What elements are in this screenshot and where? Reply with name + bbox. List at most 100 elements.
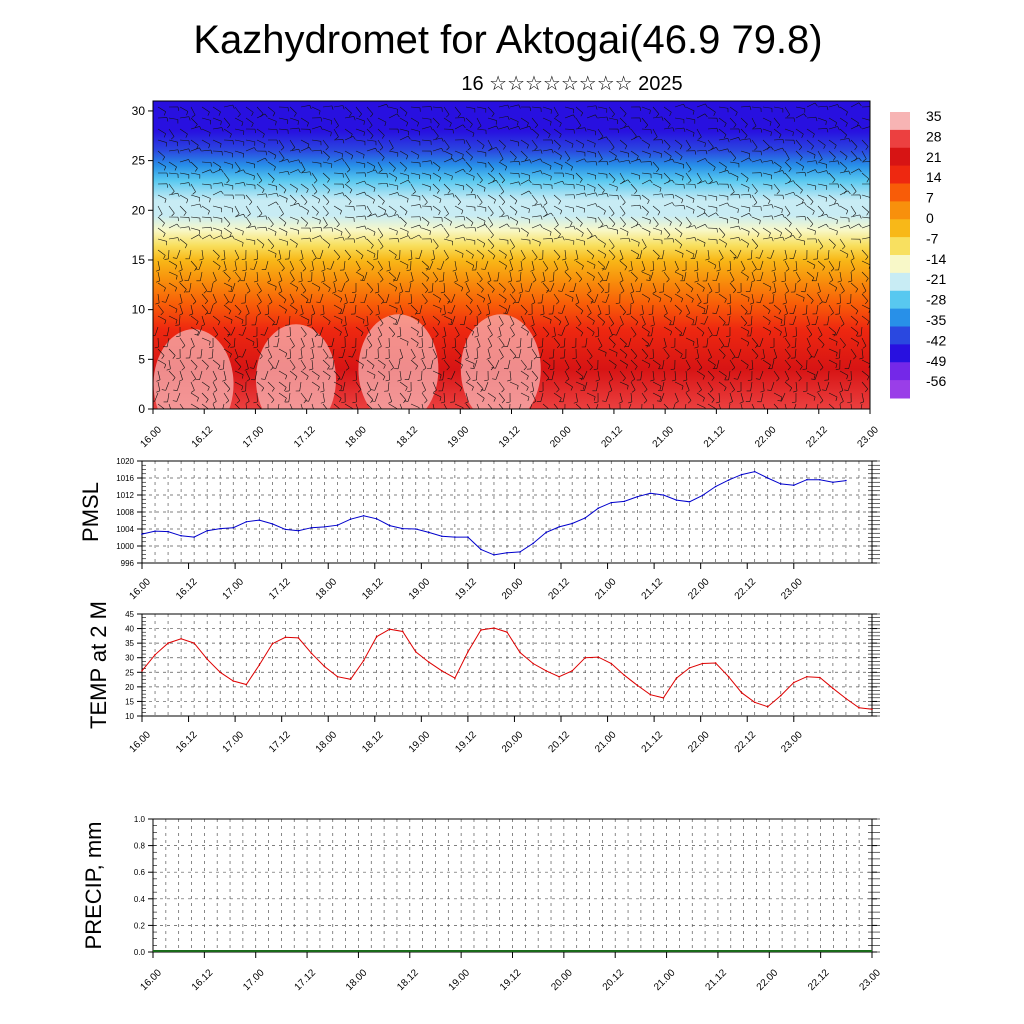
wind-barb: [861, 216, 870, 219]
wind-barb: [366, 213, 376, 218]
wind-barb: [289, 183, 298, 190]
wind-barb-flag: [298, 280, 303, 283]
wind-barb-flag: [716, 128, 719, 133]
wind-barb-flag: [278, 280, 283, 283]
wind-barb: [311, 235, 321, 240]
wind-barb-flag: [325, 212, 329, 217]
wind-barb-flag: [622, 202, 626, 206]
wind-barb-flag: [518, 181, 521, 186]
wind-barb: [553, 106, 559, 115]
colorbar-swatch: [890, 129, 910, 149]
colorbar-label: -56: [926, 373, 946, 389]
wind-barb-flag: [531, 302, 536, 305]
wind-barb-flag: [364, 225, 367, 230]
wind-barb-flag: [436, 268, 441, 270]
wind-barb: [740, 212, 750, 218]
wind-barb: [509, 205, 518, 212]
wind-barb-flag: [708, 356, 712, 360]
x-tick-label: 23.00: [779, 576, 805, 602]
wind-barb: [704, 315, 709, 325]
wind-barb: [212, 293, 217, 303]
wind-barb-flag: [278, 291, 283, 294]
data-point: [610, 662, 613, 665]
wind-barb-flag: [469, 168, 473, 173]
wind-barb: [564, 161, 573, 168]
x-tick-label: 19.12: [498, 967, 524, 993]
wind-barb-flag: [430, 106, 433, 111]
wind-barb: [518, 348, 522, 358]
data-point: [701, 494, 704, 497]
wind-barb: [773, 315, 783, 321]
wind-barb: [762, 227, 771, 234]
wind-barb: [806, 370, 816, 376]
wind-barb: [674, 282, 681, 291]
wind-barb-flag: [871, 225, 873, 229]
wind-barb: [319, 293, 324, 303]
wind-barb-flag: [457, 113, 461, 118]
wind-barb: [619, 370, 626, 379]
wind-barb-flag: [166, 368, 171, 371]
wind-barb: [168, 161, 177, 168]
wind-barb-flag: [648, 364, 651, 369]
wind-barb-flag: [458, 355, 462, 359]
wind-barb: [520, 304, 528, 312]
wind-barb: [355, 381, 362, 390]
wind-barb: [212, 161, 221, 168]
wind-barb-flag: [433, 356, 438, 360]
wind-barb-flag: [196, 397, 199, 402]
wind-barb: [311, 205, 319, 213]
wind-barb: [322, 238, 331, 245]
wind-barb: [289, 117, 299, 122]
wind-barb: [223, 235, 233, 240]
wind-barb-flag: [307, 280, 312, 282]
wind-barb: [300, 216, 308, 224]
wind-barb: [212, 370, 218, 380]
wind-barb: [377, 227, 384, 236]
wind-barb-flag: [501, 213, 505, 217]
wind-barb: [674, 161, 684, 165]
wind-barb: [575, 381, 585, 386]
wind-barb-flag: [753, 202, 758, 206]
wind-barb-flag: [436, 124, 440, 128]
wind-barb: [267, 392, 275, 400]
wind-barb: [498, 215, 508, 218]
data-point: [375, 518, 378, 520]
wind-barb: [839, 271, 842, 281]
wind-barb: [795, 359, 803, 367]
wind-barb: [498, 183, 505, 192]
wind-barb-flag: [847, 379, 852, 382]
wind-barb-flag: [166, 172, 168, 177]
wind-barb: [850, 168, 860, 174]
wind-barb: [201, 183, 211, 186]
wind-barb: [564, 128, 574, 130]
wind-barb: [685, 161, 692, 170]
wind-barb: [652, 293, 662, 299]
data-point: [832, 687, 834, 690]
wind-barb: [575, 271, 583, 280]
wind-barb: [542, 183, 552, 186]
wind-barb-flag: [541, 280, 546, 283]
wind-barb: [564, 216, 573, 223]
wind-barb-flag: [767, 200, 771, 205]
wind-barb-flag: [403, 223, 407, 227]
wind-barb-flag: [283, 299, 287, 304]
wind-barb-flag: [172, 377, 176, 381]
wind-barb-flag: [581, 265, 584, 270]
wind-barb-flag: [731, 389, 735, 393]
data-point: [636, 684, 639, 687]
wind-barb: [806, 205, 815, 212]
wind-barb-flag: [670, 298, 673, 303]
wind-barb-flag: [408, 235, 411, 240]
wind-barb-flag: [750, 280, 755, 283]
wind-barb-flag: [430, 126, 433, 131]
wind-barb: [288, 249, 291, 259]
wind-barb: [157, 304, 164, 313]
wind-barb: [333, 315, 343, 320]
wind-barb: [652, 150, 662, 154]
wind-barb: [816, 249, 819, 259]
wind-barb-flag: [491, 289, 495, 293]
wind-barb: [586, 203, 596, 207]
data-point: [532, 542, 534, 545]
wind-barb: [817, 392, 824, 401]
wind-barb-flag: [591, 255, 595, 260]
